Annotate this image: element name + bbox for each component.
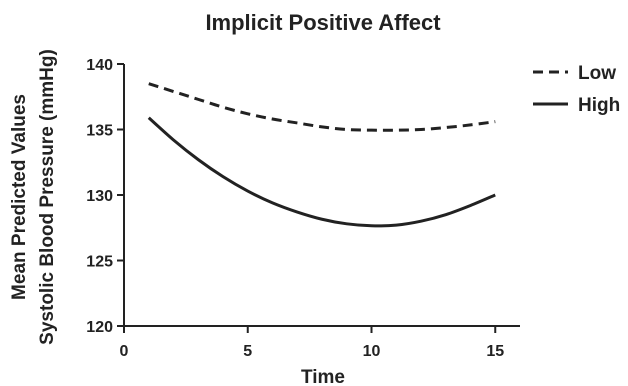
y-ticks: 120 125 130 135 140 (86, 57, 124, 336)
y-tick-label: 130 (86, 188, 113, 205)
x-axis-label: Time (301, 367, 345, 386)
legend-label-low: Low (578, 63, 616, 84)
legend-label-high: High (578, 95, 620, 116)
axes (123, 64, 520, 327)
y-tick-label: 135 (86, 123, 113, 140)
x-ticks: 0 5 10 15 (120, 326, 504, 360)
x-tick-label: 0 (120, 343, 129, 360)
series-lines (147, 82, 496, 228)
series-line-high (147, 116, 496, 228)
series-line-low (148, 82, 496, 132)
y-tick-label: 140 (86, 57, 113, 74)
x-tick-label: 10 (363, 343, 381, 360)
y-axis-label-line-1: Mean Predicted Values (9, 94, 30, 300)
y-tick-label: 120 (86, 319, 113, 336)
y-tick-label: 125 (86, 254, 113, 271)
y-axis-label-line-2: Systolic Blood Pressure (mmHg) (37, 49, 58, 345)
legend: Low High (533, 63, 620, 116)
chart-title: Implicit Positive Affect (205, 10, 441, 35)
x-tick-label: 15 (486, 343, 504, 360)
x-tick-label: 5 (243, 343, 252, 360)
y-axis-title: Mean Predicted Values Systolic Blood Pre… (9, 49, 58, 345)
